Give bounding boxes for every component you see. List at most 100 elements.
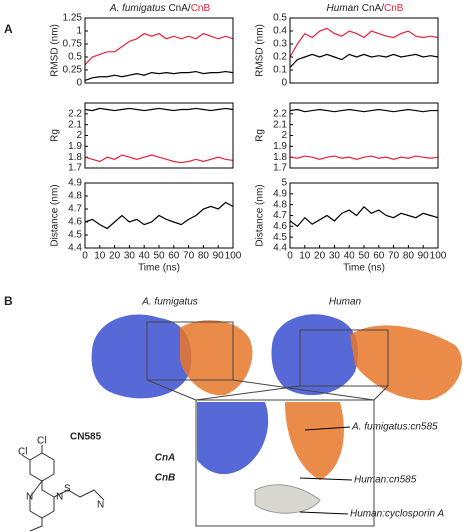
- series-line: [84, 201, 234, 230]
- x-tick-label: 30: [124, 251, 136, 262]
- zoom-line: [146, 379, 197, 401]
- atom: S: [64, 484, 71, 495]
- y-tick-label: 4.4: [68, 243, 82, 254]
- y-tick-label: 2: [76, 130, 82, 141]
- y-tick-label: 4.8: [273, 199, 287, 210]
- atom: N: [56, 492, 63, 503]
- y-tick-label: 4.6: [68, 217, 82, 228]
- y-tick-label: 5: [281, 178, 287, 189]
- title-part: CnB: [384, 3, 404, 14]
- y-tick-label: 4.8: [68, 191, 82, 202]
- zoom-line: [373, 385, 389, 401]
- series-line: [289, 108, 438, 113]
- cnb-structure: [350, 325, 462, 401]
- structure-title: Human: [329, 297, 362, 308]
- plot-frame: [289, 182, 439, 249]
- y-axis-label: Rg: [255, 129, 266, 142]
- y-tick-label: 0.25: [63, 65, 83, 76]
- y-tick-label: 0.2: [273, 52, 287, 63]
- y-tick-label: 4.6: [273, 221, 287, 232]
- y-tick-label: 0.3: [273, 39, 287, 50]
- y-axis-label: RMSD (nm): [255, 24, 266, 77]
- plot-frame: [289, 17, 439, 84]
- atom: Cl: [18, 447, 27, 458]
- y-tick-label: 0.4: [273, 26, 287, 37]
- panel-label: A: [4, 22, 13, 36]
- x-tick-label: 0: [82, 251, 88, 262]
- plot-frame: [84, 102, 234, 169]
- series-line: [289, 155, 439, 160]
- title-part: CnA/: [362, 3, 384, 14]
- atom: Cl: [37, 436, 46, 447]
- y-tick-label: 4.9: [68, 178, 82, 189]
- y-tick-label: 2.1: [68, 119, 82, 130]
- zoom-box: [299, 329, 389, 387]
- x-tick-label: 80: [403, 251, 415, 262]
- ligand-detail: [254, 484, 321, 514]
- y-tick-label: 1.7: [68, 163, 82, 174]
- column-title: Human CnA/CnB: [327, 3, 404, 14]
- y-tick-label: 2.2: [68, 108, 82, 119]
- title-part: CnA/: [168, 3, 190, 14]
- x-tick-label: 0: [287, 251, 293, 262]
- y-tick-label: 4.7: [273, 210, 287, 221]
- y-axis-label: Distance (nm): [255, 184, 266, 246]
- zoom-line: [195, 385, 301, 401]
- x-axis-label: Time (ns): [138, 263, 180, 274]
- cnb-detail: [285, 402, 344, 480]
- zoom-box: [146, 321, 234, 381]
- y-tick-label: 4.7: [68, 204, 82, 215]
- zoom-line: [232, 379, 375, 401]
- y-tick-label: 1.9: [273, 141, 287, 152]
- x-tick-label: 70: [183, 251, 195, 262]
- x-tick-label: 60: [373, 251, 385, 262]
- atom: N: [97, 500, 104, 511]
- series-line: [84, 107, 234, 112]
- y-tick-label: 4.5: [68, 230, 82, 241]
- y-tick-label: 1: [76, 26, 82, 37]
- x-tick-label: 90: [213, 251, 225, 262]
- plot-frame: [289, 102, 439, 169]
- y-tick-label: 0: [76, 78, 82, 89]
- compound-name: CN585: [70, 432, 102, 443]
- y-axis-label: Distance (nm): [50, 184, 61, 246]
- x-tick-label: 30: [329, 251, 341, 262]
- x-tick-label: 80: [198, 251, 210, 262]
- cna-structure: [271, 314, 359, 396]
- x-tick-label: 100: [225, 251, 242, 262]
- cnb-structure: [180, 320, 253, 396]
- x-tick-label: 50: [153, 251, 165, 262]
- y-tick-label: 1.7: [273, 163, 287, 174]
- y-tick-label: 0.75: [63, 39, 83, 50]
- series-line: [84, 154, 234, 164]
- title-part: A. fumigatus: [109, 3, 166, 14]
- x-tick-label: 20: [109, 251, 121, 262]
- y-tick-label: 4.9: [273, 188, 287, 199]
- x-tick-label: 60: [168, 251, 180, 262]
- atom: N: [26, 492, 33, 503]
- y-tick-label: 4.4: [273, 243, 287, 254]
- chain-label: CnA: [155, 453, 176, 464]
- annotation: A. fumigatus:cn585: [351, 422, 438, 433]
- y-tick-label: 0: [281, 78, 287, 89]
- cna-structure: [91, 314, 192, 399]
- series-line: [289, 53, 439, 68]
- title-part: Human: [327, 3, 360, 14]
- x-tick-label: 100: [430, 251, 447, 262]
- x-tick-label: 50: [358, 251, 370, 262]
- title-part: CnB: [191, 3, 211, 14]
- y-axis-label: Rg: [50, 129, 61, 142]
- y-tick-label: 0.5: [68, 52, 82, 63]
- annotation: Human:cn585: [354, 475, 417, 486]
- y-tick-label: 0.5: [273, 13, 287, 24]
- series-line: [289, 205, 439, 228]
- cna-detail: [197, 402, 269, 475]
- x-axis-label: Time (ns): [343, 263, 385, 274]
- y-tick-label: 2: [281, 130, 287, 141]
- y-tick-label: 0.1: [273, 65, 287, 76]
- x-tick-label: 70: [388, 251, 400, 262]
- y-tick-label: 1.8: [273, 152, 287, 163]
- x-tick-label: 20: [314, 251, 326, 262]
- plot-frame: [84, 182, 234, 249]
